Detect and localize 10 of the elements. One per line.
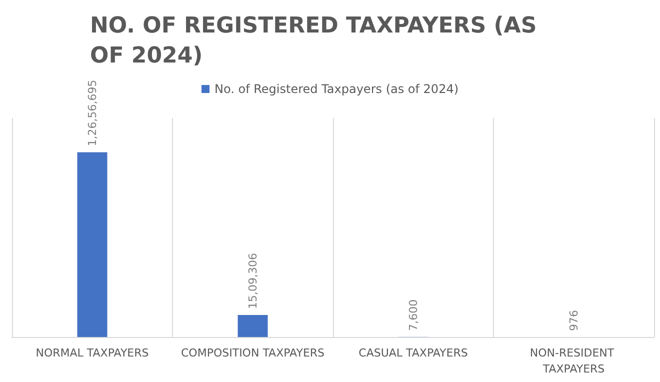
x-tick-label: NORMAL TAXPAYERS (36, 346, 149, 360)
data-label: 7,600 (406, 299, 420, 331)
data-label: 976 (567, 310, 580, 331)
data-label: 15,09,306 (246, 252, 260, 309)
data-label: 1,26,56,695 (86, 80, 99, 146)
x-tick-label: NON-RESIDENT TAXPAYERS (530, 346, 618, 376)
chart-title: NO. OF REGISTERED TAXPAYERS (AS OF 2024) (90, 14, 544, 68)
x-tick-label: CASUAL TAXPAYERS (358, 346, 468, 360)
legend-label: No. of Registered Taxpayers (as of 2024) (214, 82, 459, 96)
x-tick-label: COMPOSITION TAXPAYERS (180, 346, 325, 360)
